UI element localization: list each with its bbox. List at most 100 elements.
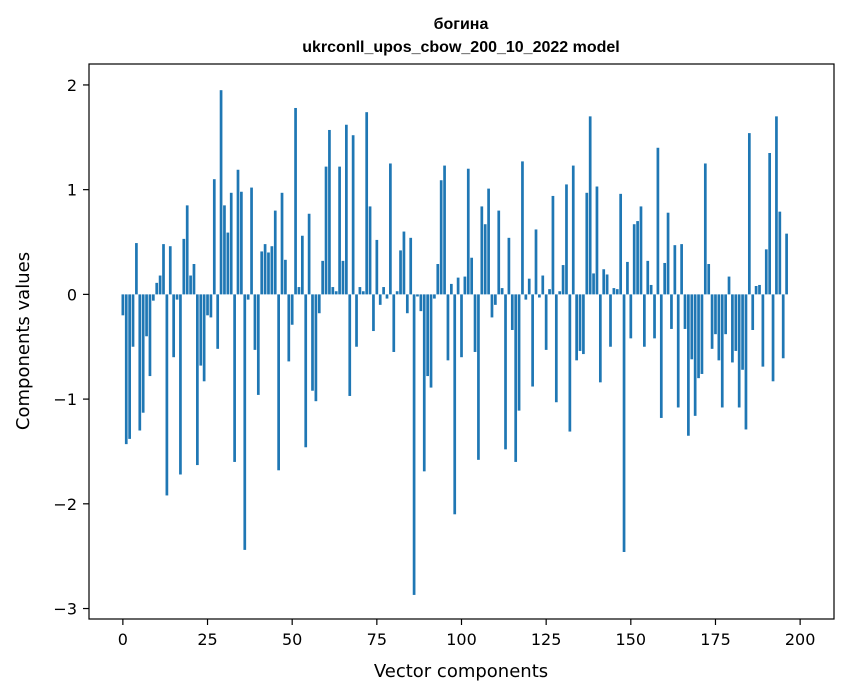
plot-frame	[88, 63, 835, 620]
bar	[693, 294, 697, 416]
bar	[348, 294, 352, 396]
bar	[196, 294, 199, 466]
bar	[687, 294, 690, 436]
bar	[517, 294, 521, 411]
bar	[436, 264, 440, 295]
bar	[358, 287, 362, 295]
bar	[385, 294, 389, 299]
bar	[355, 294, 358, 347]
bar	[192, 264, 196, 295]
bar	[175, 294, 179, 300]
bar	[785, 233, 788, 295]
bar	[703, 163, 707, 295]
bar	[416, 294, 419, 297]
bar	[592, 273, 595, 295]
bar	[460, 294, 463, 358]
bar	[402, 231, 406, 295]
bar	[629, 294, 633, 339]
bar	[643, 294, 646, 347]
bar	[646, 260, 650, 295]
bar	[324, 166, 328, 295]
bar	[521, 161, 524, 295]
bar	[707, 264, 711, 295]
bar	[541, 275, 545, 295]
bar	[527, 278, 531, 295]
bar	[612, 288, 616, 295]
x-tick-label: 175	[700, 630, 731, 649]
bar	[162, 244, 165, 295]
bar	[575, 294, 578, 361]
bar	[602, 269, 606, 295]
bar	[253, 294, 257, 350]
bar	[534, 229, 538, 295]
bar	[199, 294, 203, 366]
bar	[443, 165, 446, 295]
bar	[538, 294, 541, 298]
bar	[412, 294, 416, 595]
bar	[219, 90, 223, 295]
y-tick-label: −1	[53, 390, 77, 409]
bar	[223, 205, 226, 295]
bar	[341, 260, 345, 295]
bar	[338, 166, 341, 295]
bar	[351, 135, 355, 295]
bar	[405, 294, 409, 314]
bar	[307, 213, 311, 295]
bar	[250, 187, 253, 295]
bar	[595, 186, 599, 295]
bar	[544, 294, 548, 350]
bar	[290, 294, 294, 325]
bar	[494, 294, 497, 305]
bar	[314, 294, 318, 402]
bar	[304, 294, 308, 448]
y-tick-label: 2	[67, 76, 77, 95]
bar	[670, 294, 673, 329]
bar	[297, 287, 301, 295]
y-axis-label: Components values	[13, 252, 34, 430]
bar	[246, 294, 250, 300]
bar	[751, 294, 755, 330]
bar	[216, 294, 220, 349]
bar	[439, 180, 443, 295]
x-tick-label: 25	[197, 630, 217, 649]
bar	[656, 147, 660, 295]
bar	[531, 294, 534, 387]
bar	[392, 294, 396, 352]
bar	[124, 294, 128, 445]
bar	[737, 294, 741, 408]
bar	[680, 244, 683, 295]
x-tick-label: 75	[367, 630, 387, 649]
bar	[619, 193, 623, 295]
bar	[524, 294, 528, 300]
bar	[378, 294, 382, 305]
bar	[419, 294, 423, 312]
bar	[179, 294, 182, 475]
bar	[409, 237, 413, 295]
bar	[287, 294, 291, 362]
bar	[632, 224, 636, 295]
bar	[189, 275, 192, 295]
bar	[724, 294, 727, 335]
bar	[761, 294, 765, 367]
bar	[781, 294, 785, 359]
bar	[131, 294, 135, 347]
bar	[300, 235, 304, 295]
bar	[372, 294, 375, 332]
bar	[317, 294, 321, 314]
chart-title: богина	[434, 16, 489, 33]
bar	[182, 238, 186, 295]
x-tick-label: 50	[282, 630, 302, 649]
y-tick-label: 0	[67, 285, 77, 304]
bar	[565, 184, 568, 295]
bar	[690, 294, 694, 360]
bar	[615, 289, 619, 295]
bar	[466, 168, 470, 295]
bar	[758, 284, 761, 295]
bar	[429, 294, 433, 388]
x-tick-label: 150	[616, 630, 647, 649]
bar	[446, 294, 450, 361]
bar	[483, 224, 487, 295]
bar	[375, 239, 379, 295]
bar	[155, 282, 159, 295]
y-tick-label: 1	[67, 181, 77, 200]
